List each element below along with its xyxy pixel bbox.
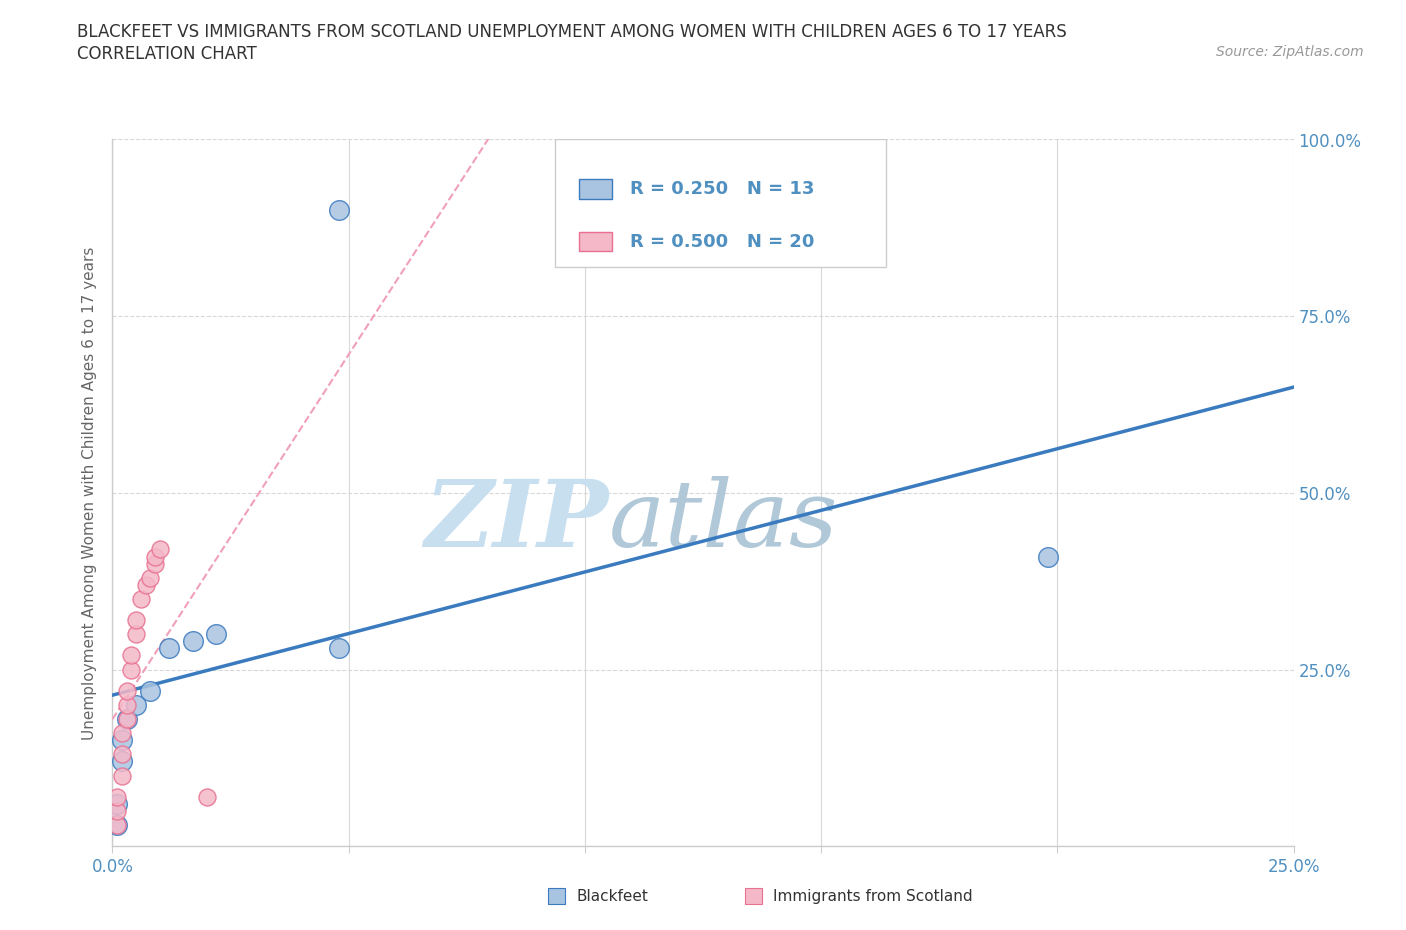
- Point: [139, 684, 162, 698]
- Text: atlas: atlas: [609, 476, 838, 566]
- Point: [111, 768, 134, 783]
- Point: [111, 747, 134, 762]
- Point: [105, 804, 128, 818]
- Point: [328, 641, 350, 656]
- Point: [328, 203, 350, 218]
- Text: Source: ZipAtlas.com: Source: ZipAtlas.com: [1216, 45, 1364, 59]
- Point: [105, 790, 128, 804]
- Point: [105, 796, 128, 811]
- FancyBboxPatch shape: [555, 140, 886, 267]
- Text: Blackfeet: Blackfeet: [576, 889, 648, 904]
- Point: [195, 790, 218, 804]
- Point: [105, 817, 128, 832]
- Y-axis label: Unemployment Among Women with Children Ages 6 to 17 years: Unemployment Among Women with Children A…: [82, 246, 97, 739]
- Point: [149, 542, 172, 557]
- Point: [115, 684, 138, 698]
- Point: [129, 591, 152, 606]
- Text: R = 0.250   N = 13: R = 0.250 N = 13: [630, 179, 814, 198]
- Text: Immigrants from Scotland: Immigrants from Scotland: [773, 889, 973, 904]
- Text: BLACKFEET VS IMMIGRANTS FROM SCOTLAND UNEMPLOYMENT AMONG WOMEN WITH CHILDREN AGE: BLACKFEET VS IMMIGRANTS FROM SCOTLAND UN…: [77, 23, 1067, 41]
- FancyBboxPatch shape: [579, 232, 612, 251]
- Point: [125, 613, 148, 628]
- Point: [111, 754, 134, 769]
- Point: [115, 698, 138, 712]
- Text: CORRELATION CHART: CORRELATION CHART: [77, 45, 257, 62]
- Point: [157, 641, 180, 656]
- Point: [205, 627, 228, 642]
- Point: [105, 817, 128, 832]
- Point: [120, 662, 142, 677]
- Point: [181, 634, 204, 649]
- Text: R = 0.500   N = 20: R = 0.500 N = 20: [630, 232, 814, 250]
- Point: [139, 570, 162, 585]
- Point: [125, 627, 148, 642]
- Point: [111, 733, 134, 748]
- Point: [120, 648, 142, 663]
- Point: [111, 725, 134, 740]
- Point: [115, 711, 138, 726]
- Point: [1036, 549, 1059, 564]
- Point: [115, 711, 138, 726]
- Point: [143, 556, 166, 571]
- Point: [135, 578, 157, 592]
- Point: [143, 549, 166, 564]
- Point: [125, 698, 148, 712]
- Text: ZIP: ZIP: [425, 476, 609, 566]
- FancyBboxPatch shape: [579, 179, 612, 199]
